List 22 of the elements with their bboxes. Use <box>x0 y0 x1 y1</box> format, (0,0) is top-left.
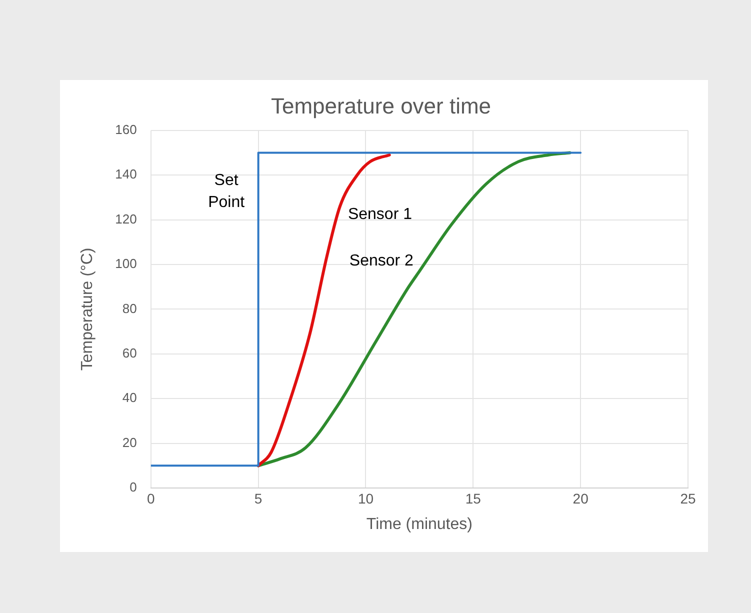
series-label: Sensor 2 <box>349 252 414 270</box>
x-axis-title: Time (minutes) <box>366 516 472 533</box>
x-tick-label: 15 <box>465 490 482 506</box>
x-tick-label: 0 <box>146 490 155 506</box>
y-tick-label: 140 <box>115 166 137 182</box>
line-series <box>256 151 572 468</box>
y-tick-label: 20 <box>122 434 137 450</box>
x-tick-label: 5 <box>254 490 262 506</box>
y-axis-title: Temperature (°C) <box>79 248 96 371</box>
series-label: Sensor 1 <box>348 206 412 223</box>
y-tick-label: 80 <box>122 300 137 316</box>
y-tick-label: 120 <box>115 211 137 226</box>
x-tick-label: 10 <box>358 490 374 506</box>
y-tick-label: 40 <box>122 390 137 406</box>
x-tick-label: 20 <box>572 490 589 506</box>
chart-title: Temperature over time <box>270 93 492 118</box>
y-tick-label: 0 <box>130 480 137 495</box>
y-tick-label: 160 <box>115 122 137 137</box>
x-tick-label: 25 <box>680 490 696 506</box>
series-label: Set Point <box>208 172 246 212</box>
y-tick-label: 100 <box>115 256 137 272</box>
y-tick-label: 60 <box>122 345 137 360</box>
